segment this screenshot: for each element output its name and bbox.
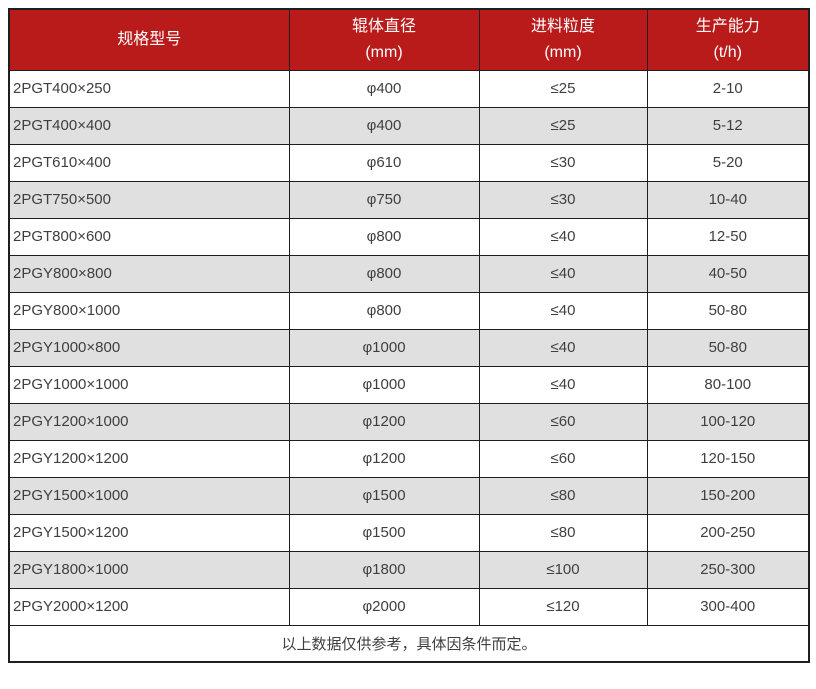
cell-feed: ≤40	[478, 254, 648, 293]
header-cell-feed-size: 进料粒度 (mm)	[478, 8, 648, 71]
cell-model: 2PGY800×800	[8, 254, 290, 293]
cell-model: 2PGT400×250	[8, 69, 290, 108]
cell-feed: ≤80	[478, 476, 648, 515]
cell-diameter: φ610	[288, 143, 480, 182]
cell-model: 2PGY1500×1000	[8, 476, 290, 515]
cell-feed: ≤60	[478, 402, 648, 441]
footer-row: 以上数据仅供参考，具体因条件而定。	[8, 624, 810, 663]
header-capacity-label: 生产能力	[695, 17, 760, 35]
header-cell-diameter: 辊体直径 (mm)	[288, 8, 480, 71]
table-row: 2PGT750×500 φ750 ≤30 10-40	[8, 180, 810, 219]
table-row: 2PGY1200×1000 φ1200 ≤60 100-120	[8, 402, 810, 441]
cell-model: 2PGT800×600	[8, 217, 290, 256]
header-row: 规格型号 辊体直径 (mm) 进料粒度 (mm) 生产能力 (t/h)	[8, 8, 810, 71]
cell-capacity: 50-80	[646, 328, 810, 367]
header-capacity-unit: (t/h)	[713, 43, 742, 61]
cell-capacity: 5-20	[646, 143, 810, 182]
cell-capacity: 50-80	[646, 291, 810, 330]
table-row: 2PGY1000×800 φ1000 ≤40 50-80	[8, 328, 810, 367]
cell-feed: ≤40	[478, 365, 648, 404]
cell-capacity: 200-250	[646, 513, 810, 552]
cell-model: 2PGY1200×1200	[8, 439, 290, 478]
cell-capacity: 150-200	[646, 476, 810, 515]
table-row: 2PGY800×800 φ800 ≤40 40-50	[8, 254, 810, 293]
cell-feed: ≤40	[478, 291, 648, 330]
cell-model: 2PGY1200×1000	[8, 402, 290, 441]
footer-note: 以上数据仅供参考，具体因条件而定。	[8, 624, 810, 663]
cell-model: 2PGY2000×1200	[8, 587, 290, 626]
cell-feed: ≤40	[478, 328, 648, 367]
cell-diameter: φ1000	[288, 365, 480, 404]
cell-feed: ≤80	[478, 513, 648, 552]
cell-diameter: φ800	[288, 254, 480, 293]
table-row: 2PGT400×400 φ400 ≤25 5-12	[8, 106, 810, 145]
cell-capacity: 10-40	[646, 180, 810, 219]
table-row: 2PGT800×600 φ800 ≤40 12-50	[8, 217, 810, 256]
header-diameter-unit: (mm)	[365, 43, 403, 61]
table-header: 规格型号 辊体直径 (mm) 进料粒度 (mm) 生产能力 (t/h)	[8, 8, 810, 71]
table-row: 2PGY1800×1000 φ1800 ≤100 250-300	[8, 550, 810, 589]
cell-model: 2PGY1500×1200	[8, 513, 290, 552]
header-model-label: 规格型号	[117, 30, 182, 48]
cell-capacity: 12-50	[646, 217, 810, 256]
cell-model: 2PGY1000×800	[8, 328, 290, 367]
cell-feed: ≤30	[478, 143, 648, 182]
header-feed-size-unit: (mm)	[544, 43, 582, 61]
cell-diameter: φ400	[288, 106, 480, 145]
table-row: 2PGY1000×1000 φ1000 ≤40 80-100	[8, 365, 810, 404]
table-row: 2PGT400×250 φ400 ≤25 2-10	[8, 69, 810, 108]
cell-capacity: 250-300	[646, 550, 810, 589]
cell-diameter: φ400	[288, 69, 480, 108]
cell-feed: ≤60	[478, 439, 648, 478]
cell-feed: ≤25	[478, 106, 648, 145]
spec-table: 规格型号 辊体直径 (mm) 进料粒度 (mm) 生产能力 (t/h) 2PGT…	[8, 8, 810, 663]
cell-capacity: 2-10	[646, 69, 810, 108]
cell-capacity: 40-50	[646, 254, 810, 293]
cell-feed: ≤25	[478, 69, 648, 108]
header-feed-size-label: 进料粒度	[530, 17, 595, 35]
table-row: 2PGT610×400 φ610 ≤30 5-20	[8, 143, 810, 182]
cell-capacity: 5-12	[646, 106, 810, 145]
table-row: 2PGY1200×1200 φ1200 ≤60 120-150	[8, 439, 810, 478]
table-footer: 以上数据仅供参考，具体因条件而定。	[8, 624, 810, 663]
cell-model: 2PGT610×400	[8, 143, 290, 182]
cell-model: 2PGY1000×1000	[8, 365, 290, 404]
cell-model: 2PGT400×400	[8, 106, 290, 145]
cell-model: 2PGY1800×1000	[8, 550, 290, 589]
header-diameter-label: 辊体直径	[351, 17, 416, 35]
cell-diameter: φ800	[288, 291, 480, 330]
cell-diameter: φ1500	[288, 476, 480, 515]
cell-feed: ≤40	[478, 217, 648, 256]
cell-feed: ≤120	[478, 587, 648, 626]
cell-diameter: φ800	[288, 217, 480, 256]
cell-model: 2PGY800×1000	[8, 291, 290, 330]
cell-diameter: φ1800	[288, 550, 480, 589]
table-row: 2PGY1500×1200 φ1500 ≤80 200-250	[8, 513, 810, 552]
table-row: 2PGY800×1000 φ800 ≤40 50-80	[8, 291, 810, 330]
cell-capacity: 300-400	[646, 587, 810, 626]
header-cell-capacity: 生产能力 (t/h)	[646, 8, 810, 71]
cell-capacity: 120-150	[646, 439, 810, 478]
table-row: 2PGY1500×1000 φ1500 ≤80 150-200	[8, 476, 810, 515]
cell-feed: ≤100	[478, 550, 648, 589]
cell-capacity: 100-120	[646, 402, 810, 441]
cell-diameter: φ1200	[288, 439, 480, 478]
cell-feed: ≤30	[478, 180, 648, 219]
cell-diameter: φ1000	[288, 328, 480, 367]
cell-diameter: φ750	[288, 180, 480, 219]
cell-diameter: φ1200	[288, 402, 480, 441]
header-cell-model: 规格型号	[8, 8, 290, 71]
cell-diameter: φ1500	[288, 513, 480, 552]
cell-diameter: φ2000	[288, 587, 480, 626]
table-row: 2PGY2000×1200 φ2000 ≤120 300-400	[8, 587, 810, 626]
cell-capacity: 80-100	[646, 365, 810, 404]
cell-model: 2PGT750×500	[8, 180, 290, 219]
table-body: 2PGT400×250 φ400 ≤25 2-10 2PGT400×400 φ4…	[8, 69, 810, 626]
